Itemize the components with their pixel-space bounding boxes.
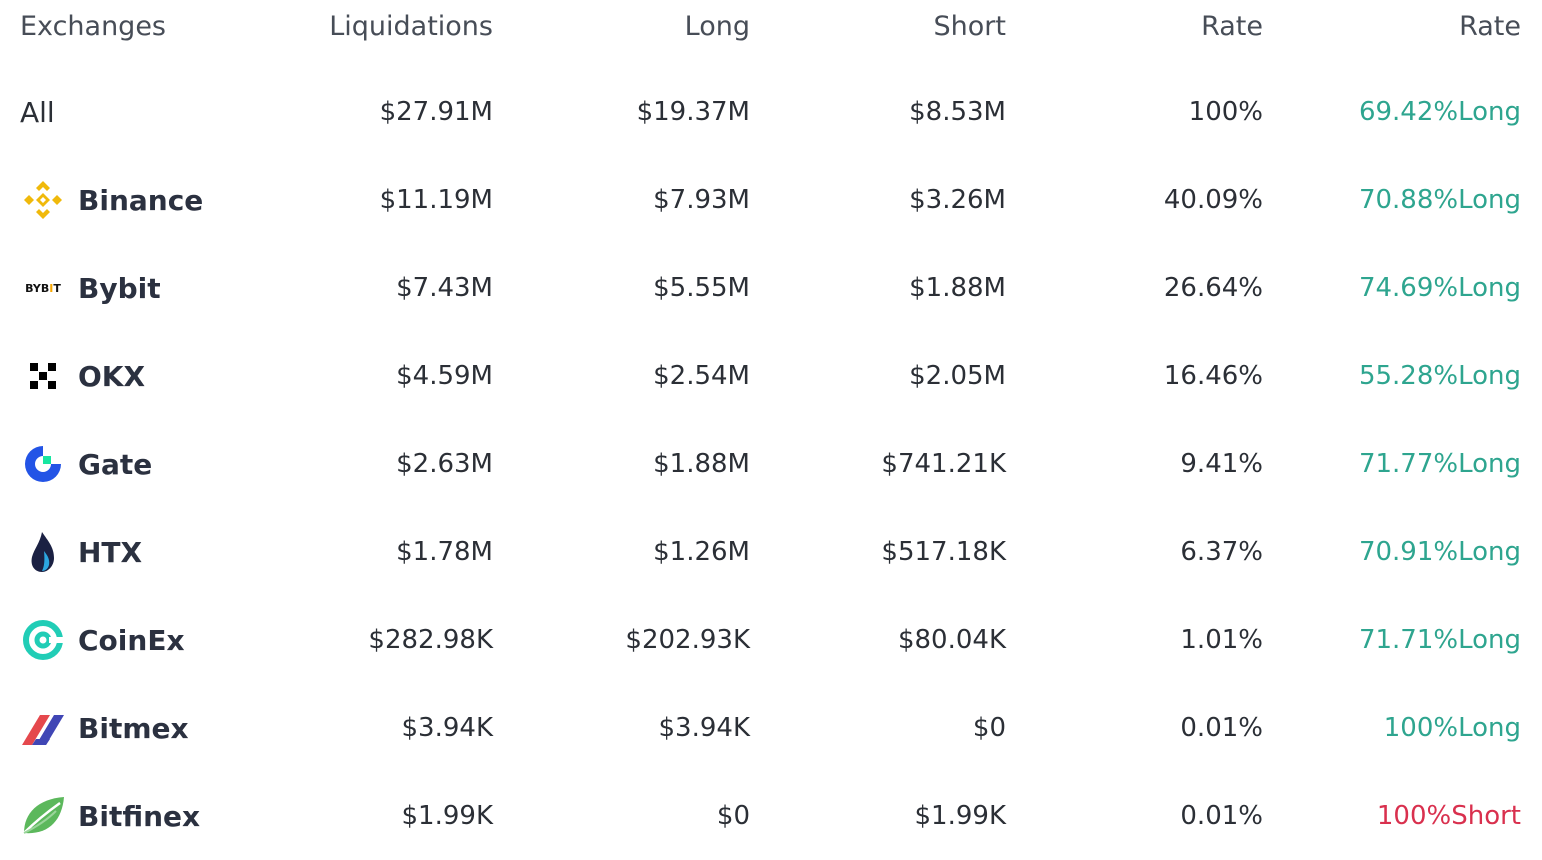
short-value: $8.53M [909,97,1006,127]
short-value: $1.88M [909,273,1006,303]
exchange-name: OKX [78,359,146,393]
exchange-name: All [20,95,55,129]
bybit-logo-icon: BYBIT [25,281,61,295]
coinex-logo-icon [20,617,66,663]
bitfinex-logo-icon [20,793,66,839]
ratio-value: 71.71%Long [1358,625,1521,655]
short-value: $517.18K [881,537,1006,567]
liquidations-value: $1.78M [396,537,493,567]
table-row-bitmex[interactable]: Bitmex $3.94K $3.94K $0 0.01% 100%Long [0,684,1542,772]
exchange-name: Binance [78,183,204,217]
ratio-value: 100%Short [1376,801,1521,831]
liquidations-value: $1.99K [401,801,493,831]
table-row-okx[interactable]: OKX $4.59M $2.54M $2.05M 16.46% 55.28%Lo… [0,332,1542,420]
table-row-binance[interactable]: Binance $11.19M $7.93M $3.26M 40.09% 70.… [0,156,1542,244]
long-value: $202.93K [625,625,750,655]
bitmex-logo-icon [20,705,66,751]
rate-value: 1.01% [1180,625,1263,655]
long-value: $0 [716,801,750,831]
ratio-value: 100%Long [1383,713,1521,743]
gate-logo-icon [20,441,66,487]
rate-value: 0.01% [1180,713,1263,743]
table-header: Exchanges Liquidations Long Short Rate R… [0,0,1542,88]
rate-value: 6.37% [1180,537,1263,567]
header-liquidations[interactable]: Liquidations [329,10,493,42]
short-value: $80.04K [897,625,1006,655]
rate-value: 16.46% [1163,361,1263,391]
liquidations-value: $4.59M [396,361,493,391]
exchange-name: HTX [78,535,143,569]
ratio-value: 55.28%Long [1358,361,1521,391]
ratio-value: 71.77%Long [1358,449,1521,479]
exchange-name: Gate [78,447,153,481]
header-short[interactable]: Short [933,10,1006,42]
long-value: $19.37M [636,97,750,127]
liquidations-table: Exchanges Liquidations Long Short Rate R… [0,0,1542,834]
header-ratio[interactable]: Rate [1459,10,1521,42]
rate-value: 40.09% [1163,185,1263,215]
liquidations-value: $2.63M [396,449,493,479]
ratio-value: 74.69%Long [1358,273,1521,303]
exchange-name: Bitmex [78,711,189,745]
table-row-all[interactable]: All $27.91M $19.37M $8.53M 100% 69.42%Lo… [0,68,1542,156]
rate-value: 0.01% [1180,801,1263,831]
binance-logo-icon [20,177,66,223]
liquidations-value: $11.19M [379,185,493,215]
liquidations-value: $282.98K [368,625,493,655]
ratio-value: 70.88%Long [1358,185,1521,215]
liquidations-value: $3.94K [401,713,493,743]
ratio-value: 70.91%Long [1358,537,1521,567]
long-value: $5.55M [653,273,750,303]
long-value: $3.94K [658,713,750,743]
table-row-bybit[interactable]: BYBIT Bybit $7.43M $5.55M $1.88M 26.64% … [0,244,1542,332]
rate-value: 26.64% [1163,273,1263,303]
short-value: $741.21K [881,449,1006,479]
liquidations-value: $7.43M [396,273,493,303]
short-value: $1.99K [914,801,1006,831]
exchange-name: Bitfinex [78,799,201,833]
rate-value: 100% [1188,97,1263,127]
short-value: $0 [972,713,1006,743]
long-value: $1.26M [653,537,750,567]
long-value: $2.54M [653,361,750,391]
header-exchanges[interactable]: Exchanges [20,10,166,42]
liquidations-value: $27.91M [379,97,493,127]
table-row-coinex[interactable]: CoinEx $282.98K $202.93K $80.04K 1.01% 7… [0,596,1542,684]
long-value: $7.93M [653,185,750,215]
header-rate[interactable]: Rate [1201,10,1263,42]
table-row-bitfinex[interactable]: Bitfinex $1.99K $0 $1.99K 0.01% 100%Shor… [0,772,1542,860]
htx-logo-icon [20,529,66,575]
ratio-value: 69.42%Long [1358,97,1521,127]
table-row-htx[interactable]: HTX $1.78M $1.26M $517.18K 6.37% 70.91%L… [0,508,1542,596]
short-value: $2.05M [909,361,1006,391]
short-value: $3.26M [909,185,1006,215]
okx-logo-icon [20,353,66,399]
exchange-name: CoinEx [78,623,185,657]
header-long[interactable]: Long [684,10,750,42]
long-value: $1.88M [653,449,750,479]
exchange-name: Bybit [78,271,161,305]
table-row-gate[interactable]: Gate $2.63M $1.88M $741.21K 9.41% 71.77%… [0,420,1542,508]
rate-value: 9.41% [1180,449,1263,479]
